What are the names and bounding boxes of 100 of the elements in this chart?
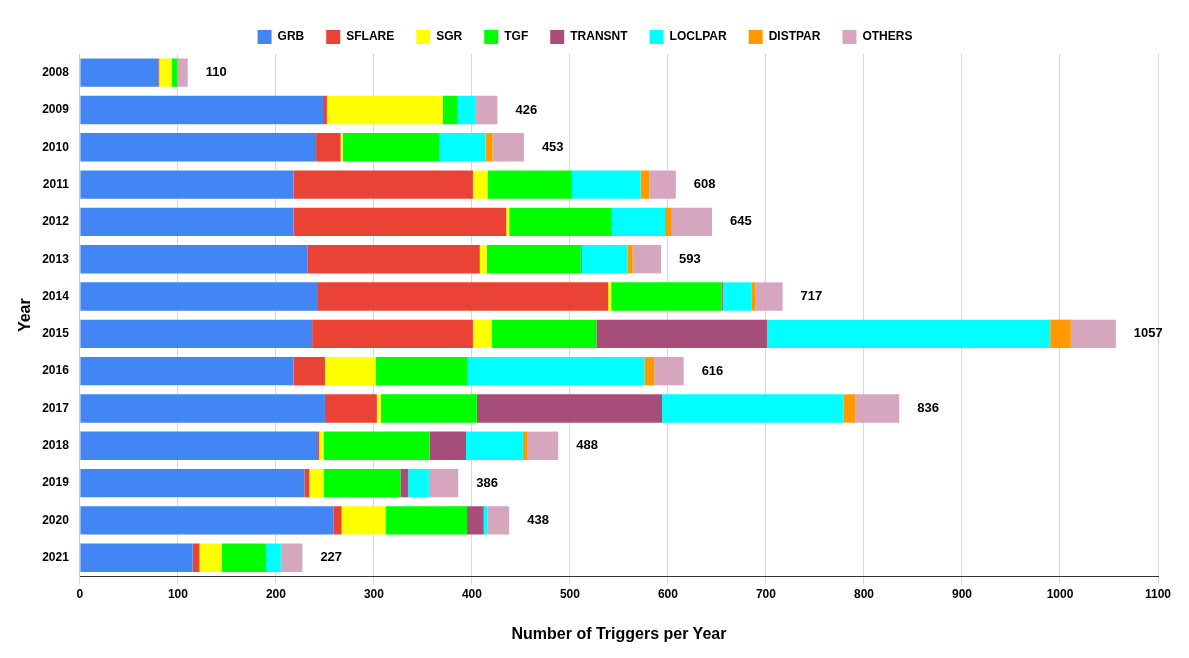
bar (442, 95, 458, 125)
bar (177, 58, 188, 87)
bar (80, 468, 305, 498)
x-tick-label: 1000 (1046, 586, 1074, 601)
bar (457, 95, 476, 125)
total-label: 453 (541, 138, 564, 154)
legend-label: GRB (277, 29, 305, 44)
bar (324, 356, 376, 386)
x-tick-label: 100 (167, 586, 189, 601)
x-tick-label: 400 (461, 586, 483, 601)
bar (307, 245, 480, 274)
bar (376, 394, 381, 423)
bar (312, 319, 473, 349)
y-tick-label: 2019 (42, 475, 70, 490)
bar (1070, 319, 1116, 349)
bar (467, 356, 645, 386)
bar (326, 95, 443, 125)
bar (571, 170, 641, 199)
bar (491, 319, 597, 349)
y-tick-label: 2020 (42, 512, 70, 527)
total-label: 1057 (1133, 325, 1163, 341)
legend-label: TRANSNT (570, 29, 629, 44)
x-tick-label: 1100 (1144, 586, 1172, 601)
bar (80, 431, 319, 460)
bar (640, 170, 650, 199)
bar (472, 170, 488, 199)
bar (199, 543, 223, 572)
bar (380, 394, 477, 423)
bar (385, 506, 468, 535)
bar (439, 133, 486, 162)
bar (596, 319, 767, 349)
total-label: 488 (576, 437, 598, 453)
bar (466, 431, 523, 460)
bar (323, 468, 401, 498)
total-label: 593 (679, 250, 701, 266)
bar (751, 282, 756, 311)
bar (472, 319, 492, 349)
bar (611, 282, 722, 311)
y-tick-label: 2015 (42, 326, 70, 341)
bar (467, 506, 484, 535)
bar (649, 170, 676, 199)
bar (486, 245, 581, 274)
y-tick-label: 2017 (42, 400, 70, 415)
bar (317, 282, 609, 311)
y-tick-label: 2021 (42, 550, 70, 565)
y-axis-title: Year (16, 298, 34, 333)
bar (80, 543, 193, 572)
bar (80, 282, 318, 311)
bar (487, 506, 510, 535)
bar (324, 394, 377, 423)
bar (627, 245, 633, 274)
legend-label: DISTPAR (768, 29, 821, 44)
bar (608, 282, 612, 311)
bar (429, 431, 467, 460)
bar (341, 506, 386, 535)
total-label: 608 (693, 176, 716, 192)
x-tick-label: 800 (853, 586, 875, 601)
total-label: 717 (800, 288, 823, 304)
bar (80, 506, 334, 535)
bar (333, 506, 342, 535)
bar (316, 133, 341, 162)
bar (80, 207, 294, 237)
bar (293, 170, 473, 199)
bar (492, 133, 524, 162)
y-tick-label: 2008 (42, 64, 70, 79)
y-tick-label: 2009 (42, 102, 70, 117)
bar (293, 207, 507, 237)
y-tick-label: 2016 (42, 363, 70, 378)
y-tick-label: 2011 (42, 176, 70, 191)
total-label: 110 (205, 64, 227, 80)
x-tick-label: 700 (755, 586, 777, 601)
bar (581, 245, 628, 274)
total-label: 438 (527, 512, 549, 528)
total-label: 386 (476, 474, 498, 490)
bar (722, 282, 752, 311)
bar (483, 506, 488, 535)
legend-label: OTHERS (862, 29, 913, 44)
x-tick-label: 0 (76, 586, 84, 601)
bar (522, 431, 528, 460)
total-label: 836 (917, 400, 939, 416)
bar (429, 468, 459, 498)
legend-label: SGR (436, 29, 463, 44)
bar (80, 245, 308, 274)
bar (1050, 319, 1071, 349)
y-tick-label: 2018 (42, 438, 70, 453)
x-tick-label: 200 (265, 586, 287, 601)
x-tick-label: 300 (363, 586, 385, 601)
bar (671, 207, 713, 237)
bar (304, 468, 310, 498)
bar (80, 133, 317, 162)
x-axis-title: Number of Triggers per Year (511, 624, 727, 642)
bar (319, 431, 324, 460)
bar (80, 170, 294, 199)
y-tick-label: 2010 (42, 139, 70, 154)
bar (485, 133, 493, 162)
bar (755, 282, 783, 311)
bar (408, 468, 429, 498)
bar (654, 356, 684, 386)
bar (281, 543, 303, 572)
bar (80, 319, 313, 349)
